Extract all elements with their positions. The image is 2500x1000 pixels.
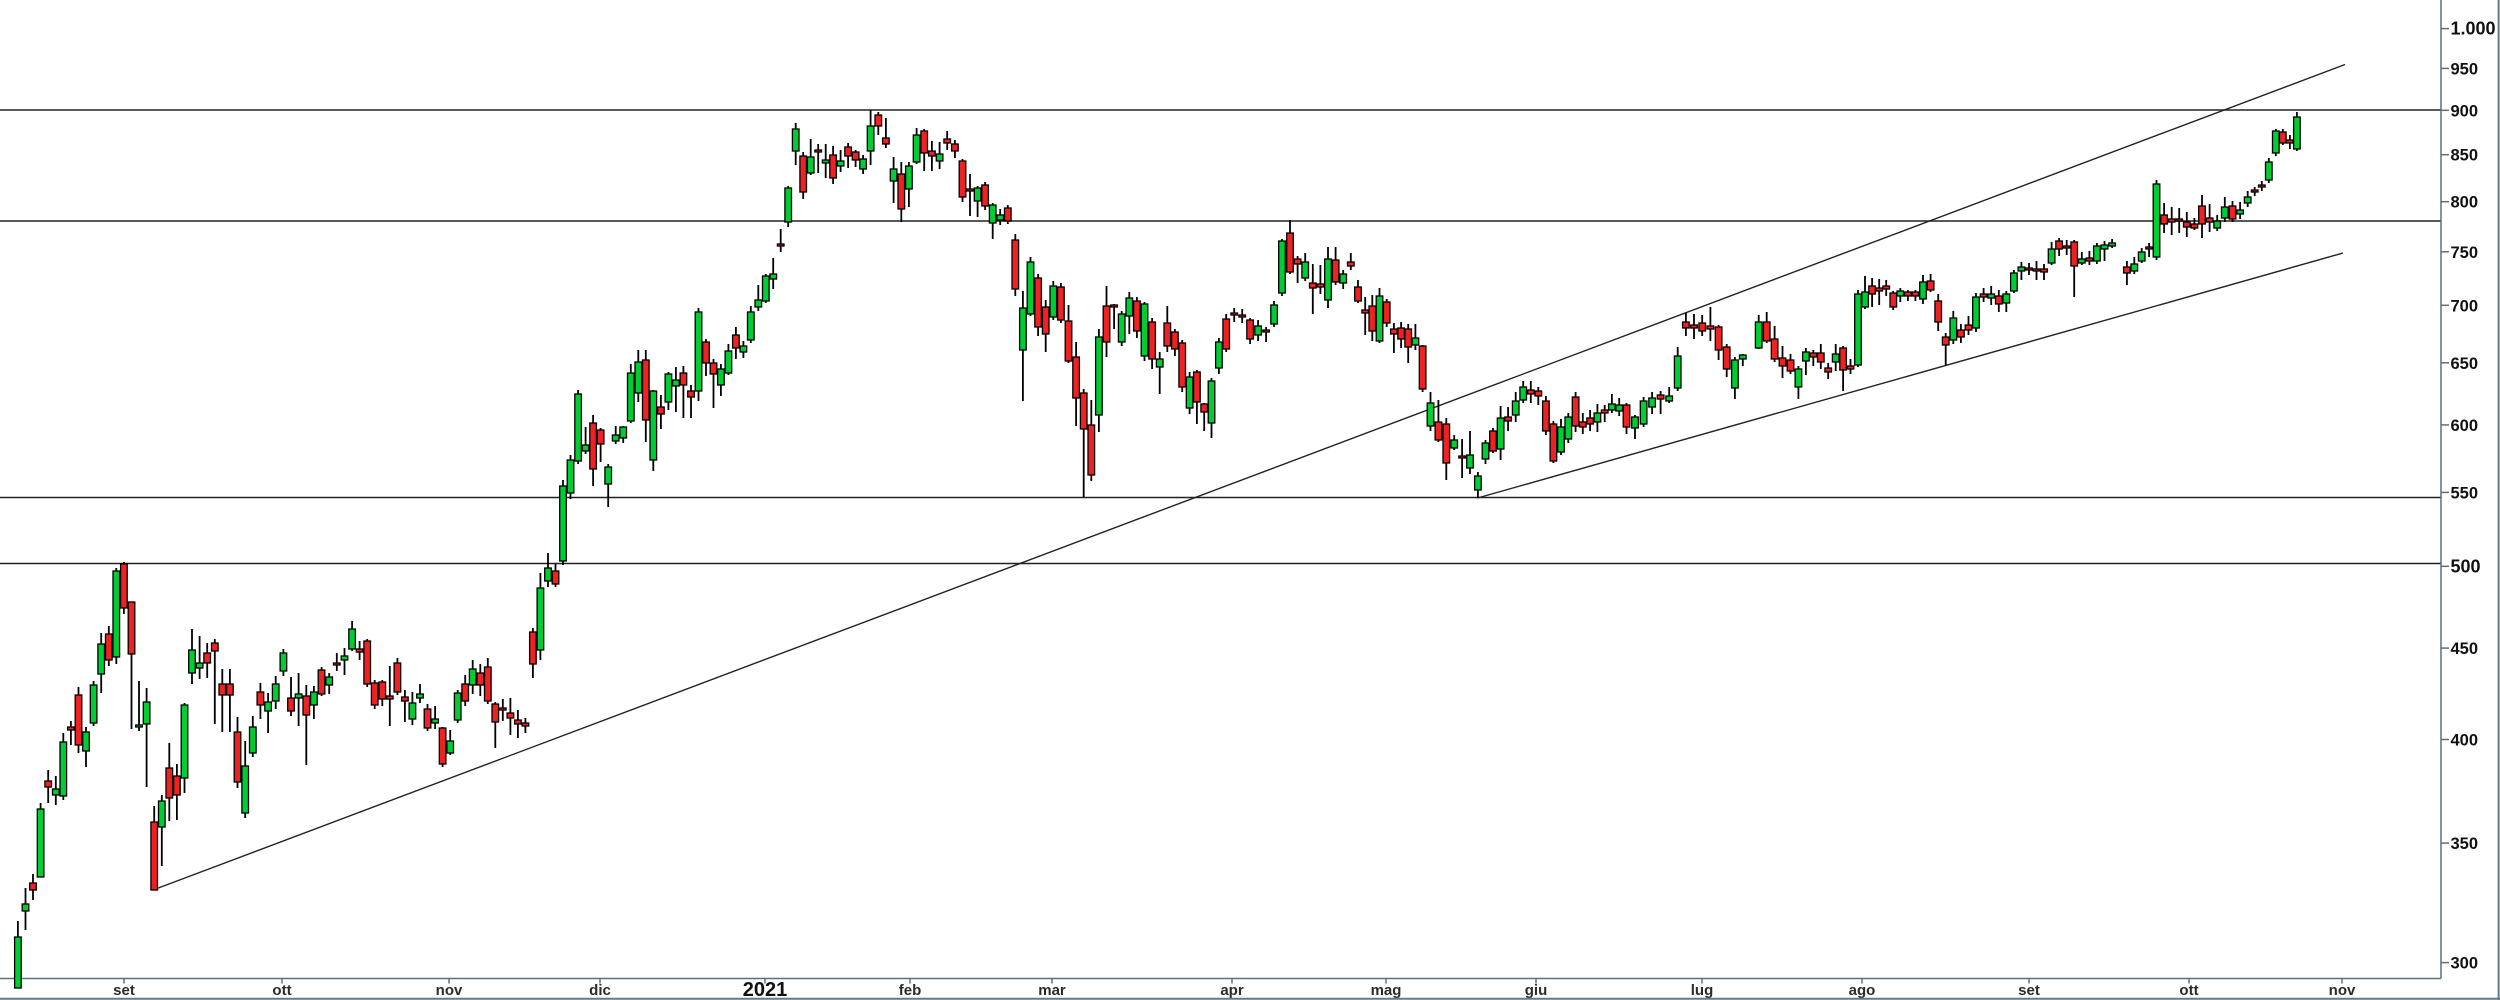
svg-text:set: set (113, 982, 135, 999)
svg-text:450: 450 (2451, 640, 2479, 658)
svg-text:600: 600 (2451, 417, 2479, 435)
svg-text:set: set (2018, 982, 2040, 999)
svg-text:mag: mag (1371, 982, 1402, 999)
svg-text:feb: feb (899, 982, 922, 999)
svg-text:900: 900 (2451, 102, 2479, 120)
svg-text:950: 950 (2451, 60, 2479, 78)
svg-text:nov: nov (436, 982, 463, 999)
svg-text:mar: mar (1038, 982, 1066, 999)
svg-text:apr: apr (1220, 982, 1244, 999)
svg-text:550: 550 (2451, 484, 2479, 502)
svg-text:1.000: 1.000 (2451, 19, 2496, 39)
svg-text:2021: 2021 (743, 979, 788, 1000)
svg-text:300: 300 (2451, 955, 2479, 973)
svg-text:350: 350 (2451, 835, 2479, 853)
svg-text:800: 800 (2451, 194, 2479, 212)
svg-text:dic: dic (589, 982, 611, 999)
svg-text:giu: giu (1525, 982, 1548, 999)
svg-text:400: 400 (2451, 732, 2479, 750)
svg-text:850: 850 (2451, 147, 2479, 165)
svg-text:ott: ott (2179, 982, 2198, 999)
svg-text:lug: lug (1691, 982, 1714, 999)
svg-text:650: 650 (2451, 355, 2479, 373)
svg-text:nov: nov (2329, 982, 2356, 999)
svg-text:ott: ott (272, 982, 291, 999)
svg-text:750: 750 (2451, 244, 2479, 262)
svg-text:700: 700 (2451, 297, 2479, 315)
svg-text:500: 500 (2451, 556, 2481, 576)
svg-text:ago: ago (1849, 982, 1876, 999)
